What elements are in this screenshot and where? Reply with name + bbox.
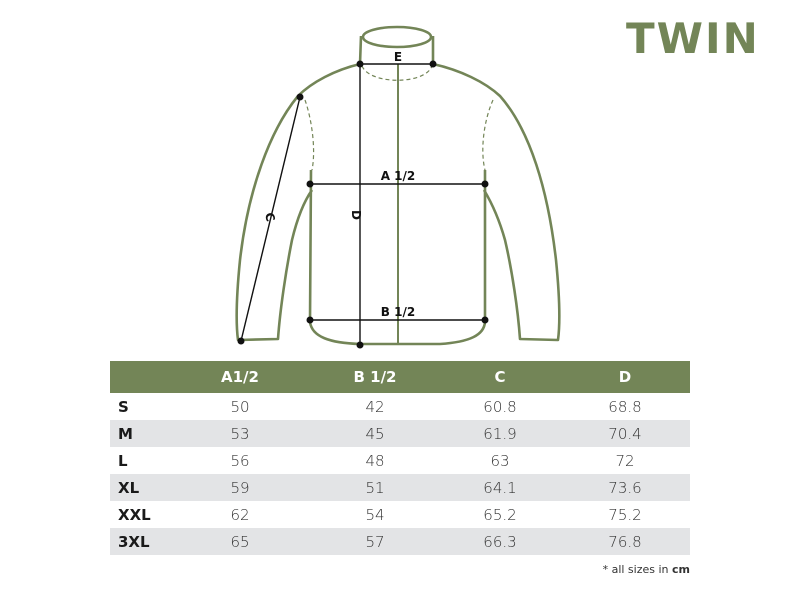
label-c: C xyxy=(262,211,278,223)
cell-c: 63 xyxy=(490,451,510,470)
cell-b: 51 xyxy=(365,478,385,497)
cell-b: 57 xyxy=(365,532,385,551)
col-header: A1/2 xyxy=(221,368,259,386)
seam-lines xyxy=(304,65,494,171)
col-header: C xyxy=(494,368,506,386)
size-label: M xyxy=(118,424,133,443)
measure-lines xyxy=(240,63,485,344)
footnote-unit: cm xyxy=(672,563,690,576)
cell-d: 70.4 xyxy=(608,424,642,443)
cell-c: 61.9 xyxy=(483,424,517,443)
table-row: XL 59 51 64.1 73.6 xyxy=(110,474,690,501)
size-label: XXL xyxy=(118,505,151,524)
cell-a: 59 xyxy=(230,478,250,497)
cell-a: 62 xyxy=(230,505,250,524)
cell-d: 73.6 xyxy=(608,478,642,497)
cell-d: 68.8 xyxy=(608,397,642,416)
cell-a: 50 xyxy=(230,397,250,416)
col-header: B 1/2 xyxy=(353,368,397,386)
cell-c: 64.1 xyxy=(483,478,517,497)
label-e: E xyxy=(394,50,402,64)
label-d: D xyxy=(349,210,363,220)
size-label: 3XL xyxy=(118,532,150,551)
jacket-diagram: E A 1/2 B 1/2 C D xyxy=(235,25,561,349)
cell-b: 54 xyxy=(365,505,385,524)
table-row: L 56 48 63 72 xyxy=(110,447,690,474)
table-header: A1/2 B 1/2 C D xyxy=(110,361,690,393)
label-b: B 1/2 xyxy=(381,305,415,319)
table-row: XXL 62 54 65.2 75.2 xyxy=(110,501,690,528)
cell-a: 65 xyxy=(230,532,250,551)
cell-b: 42 xyxy=(365,397,385,416)
cell-c: 60.8 xyxy=(483,397,517,416)
size-label: S xyxy=(118,397,129,416)
size-label: L xyxy=(118,451,128,470)
cell-c: 65.2 xyxy=(483,505,517,524)
cell-b: 45 xyxy=(365,424,385,443)
table-row: 3XL 65 57 66.3 76.8 xyxy=(110,528,690,555)
cell-c: 66.3 xyxy=(483,532,517,551)
size-table: A1/2 B 1/2 C D S 50 42 60.8 68.8 M 53 45 61.9 70.… xyxy=(110,361,690,555)
col-header: D xyxy=(618,368,632,386)
brand-logo: TWIN xyxy=(626,14,760,63)
measure-points xyxy=(237,60,489,349)
table-row: S 50 42 60.8 68.8 xyxy=(110,393,690,420)
cell-b: 48 xyxy=(365,451,385,470)
table-row: M 53 45 61.9 70.4 xyxy=(110,420,690,447)
footnote: * all sizes in cm xyxy=(603,563,690,576)
size-label: XL xyxy=(118,478,140,497)
cell-d: 72 xyxy=(615,451,635,470)
cell-a: 56 xyxy=(230,451,250,470)
cell-d: 76.8 xyxy=(608,532,642,551)
cell-d: 75.2 xyxy=(608,505,642,524)
label-a: A 1/2 xyxy=(381,169,416,183)
cell-a: 53 xyxy=(230,424,250,443)
footnote-text: * all sizes in xyxy=(602,563,673,576)
